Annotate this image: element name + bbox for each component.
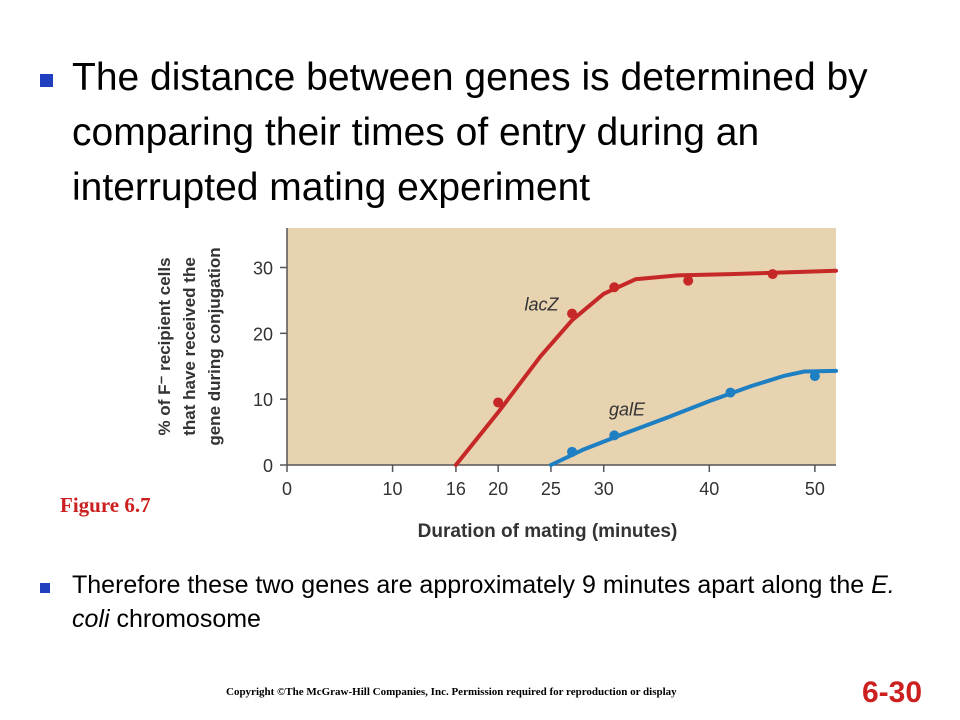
galE-data-point [809, 371, 820, 382]
y-tick-label: 10 [253, 390, 273, 410]
note-bullet-icon [40, 583, 50, 593]
y-tick-label: 20 [253, 324, 273, 344]
lacZ-data-point [609, 282, 620, 293]
y-axis-label: % of F⁻ recipient cells that have receive… [155, 247, 224, 445]
y-tick-group: 0 10 20 30 [253, 259, 287, 476]
series-points [493, 269, 820, 457]
interrupted-mating-chart: 0 10 20 30 0 10 16 20 25 30 40 50 lacZ galE Duratio… [155, 228, 838, 542]
y-axis-label-line: that have received the [180, 257, 199, 436]
x-axis-label: Duration of mating (minutes) [418, 521, 678, 542]
y-tick-label: 30 [253, 259, 273, 279]
lacZ-data-point [683, 275, 694, 286]
note-text-start: Therefore these two genes are approximat… [72, 571, 872, 599]
conclusion-note: Therefore these two genes are approximat… [72, 568, 932, 636]
note-species-name: E. coli [72, 571, 895, 633]
x-tick-label: 10 [383, 479, 403, 499]
title-bullet-icon [40, 72, 60, 92]
plot-background [287, 228, 836, 465]
x-tick-label: 40 [699, 479, 719, 499]
galE-series-label: galE [609, 400, 646, 420]
copyright-notice: Copyright ©The McGraw-Hill Companies, In… [226, 686, 677, 698]
series-labels: lacZ galE [525, 294, 646, 419]
y-tick-label: 0 [263, 456, 273, 476]
slide-number: 6-30 [862, 676, 923, 709]
series-curves [453, 268, 838, 467]
x-tick-label: 30 [594, 479, 614, 499]
note-text-end: chromosome [109, 605, 261, 633]
x-tick-label: 25 [541, 479, 561, 499]
lacZ-curve [453, 268, 838, 467]
figure-label: Figure 6.7 [60, 493, 151, 517]
y-axis-label-line: % of F⁻ recipient cells [155, 257, 174, 435]
galE-data-point [609, 430, 620, 441]
galE-curve [548, 368, 838, 467]
x-tick-label: 16 [446, 479, 466, 499]
lacZ-data-point [493, 397, 504, 408]
x-tick-group: 0 10 16 20 25 30 40 50 [282, 465, 825, 499]
slide-title: The distance between genes is determined… [72, 56, 868, 209]
y-axis-label-line: gene during conjugation [205, 247, 224, 445]
lacZ-series-label: lacZ [525, 294, 560, 314]
galE-data-point [725, 387, 736, 398]
x-tick-label: 0 [282, 479, 292, 499]
galE-data-point [567, 446, 578, 457]
x-tick-label: 20 [488, 479, 508, 499]
x-tick-label: 50 [805, 479, 825, 499]
lacZ-data-point [567, 308, 578, 319]
lacZ-data-point [767, 269, 778, 280]
